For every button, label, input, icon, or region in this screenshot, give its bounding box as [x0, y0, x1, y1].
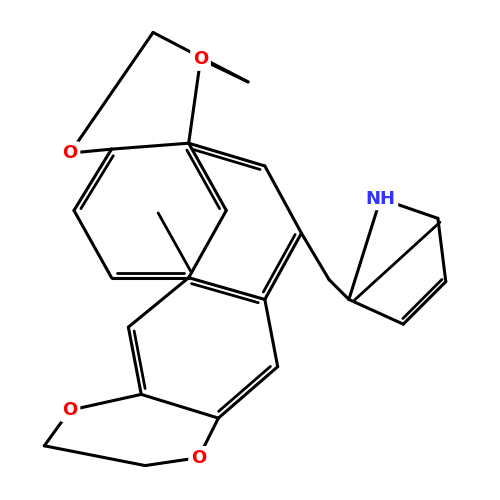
Text: O: O [193, 50, 208, 68]
Text: O: O [62, 401, 78, 419]
Text: O: O [191, 448, 206, 466]
Text: NH: NH [366, 190, 396, 208]
Text: O: O [62, 144, 78, 162]
